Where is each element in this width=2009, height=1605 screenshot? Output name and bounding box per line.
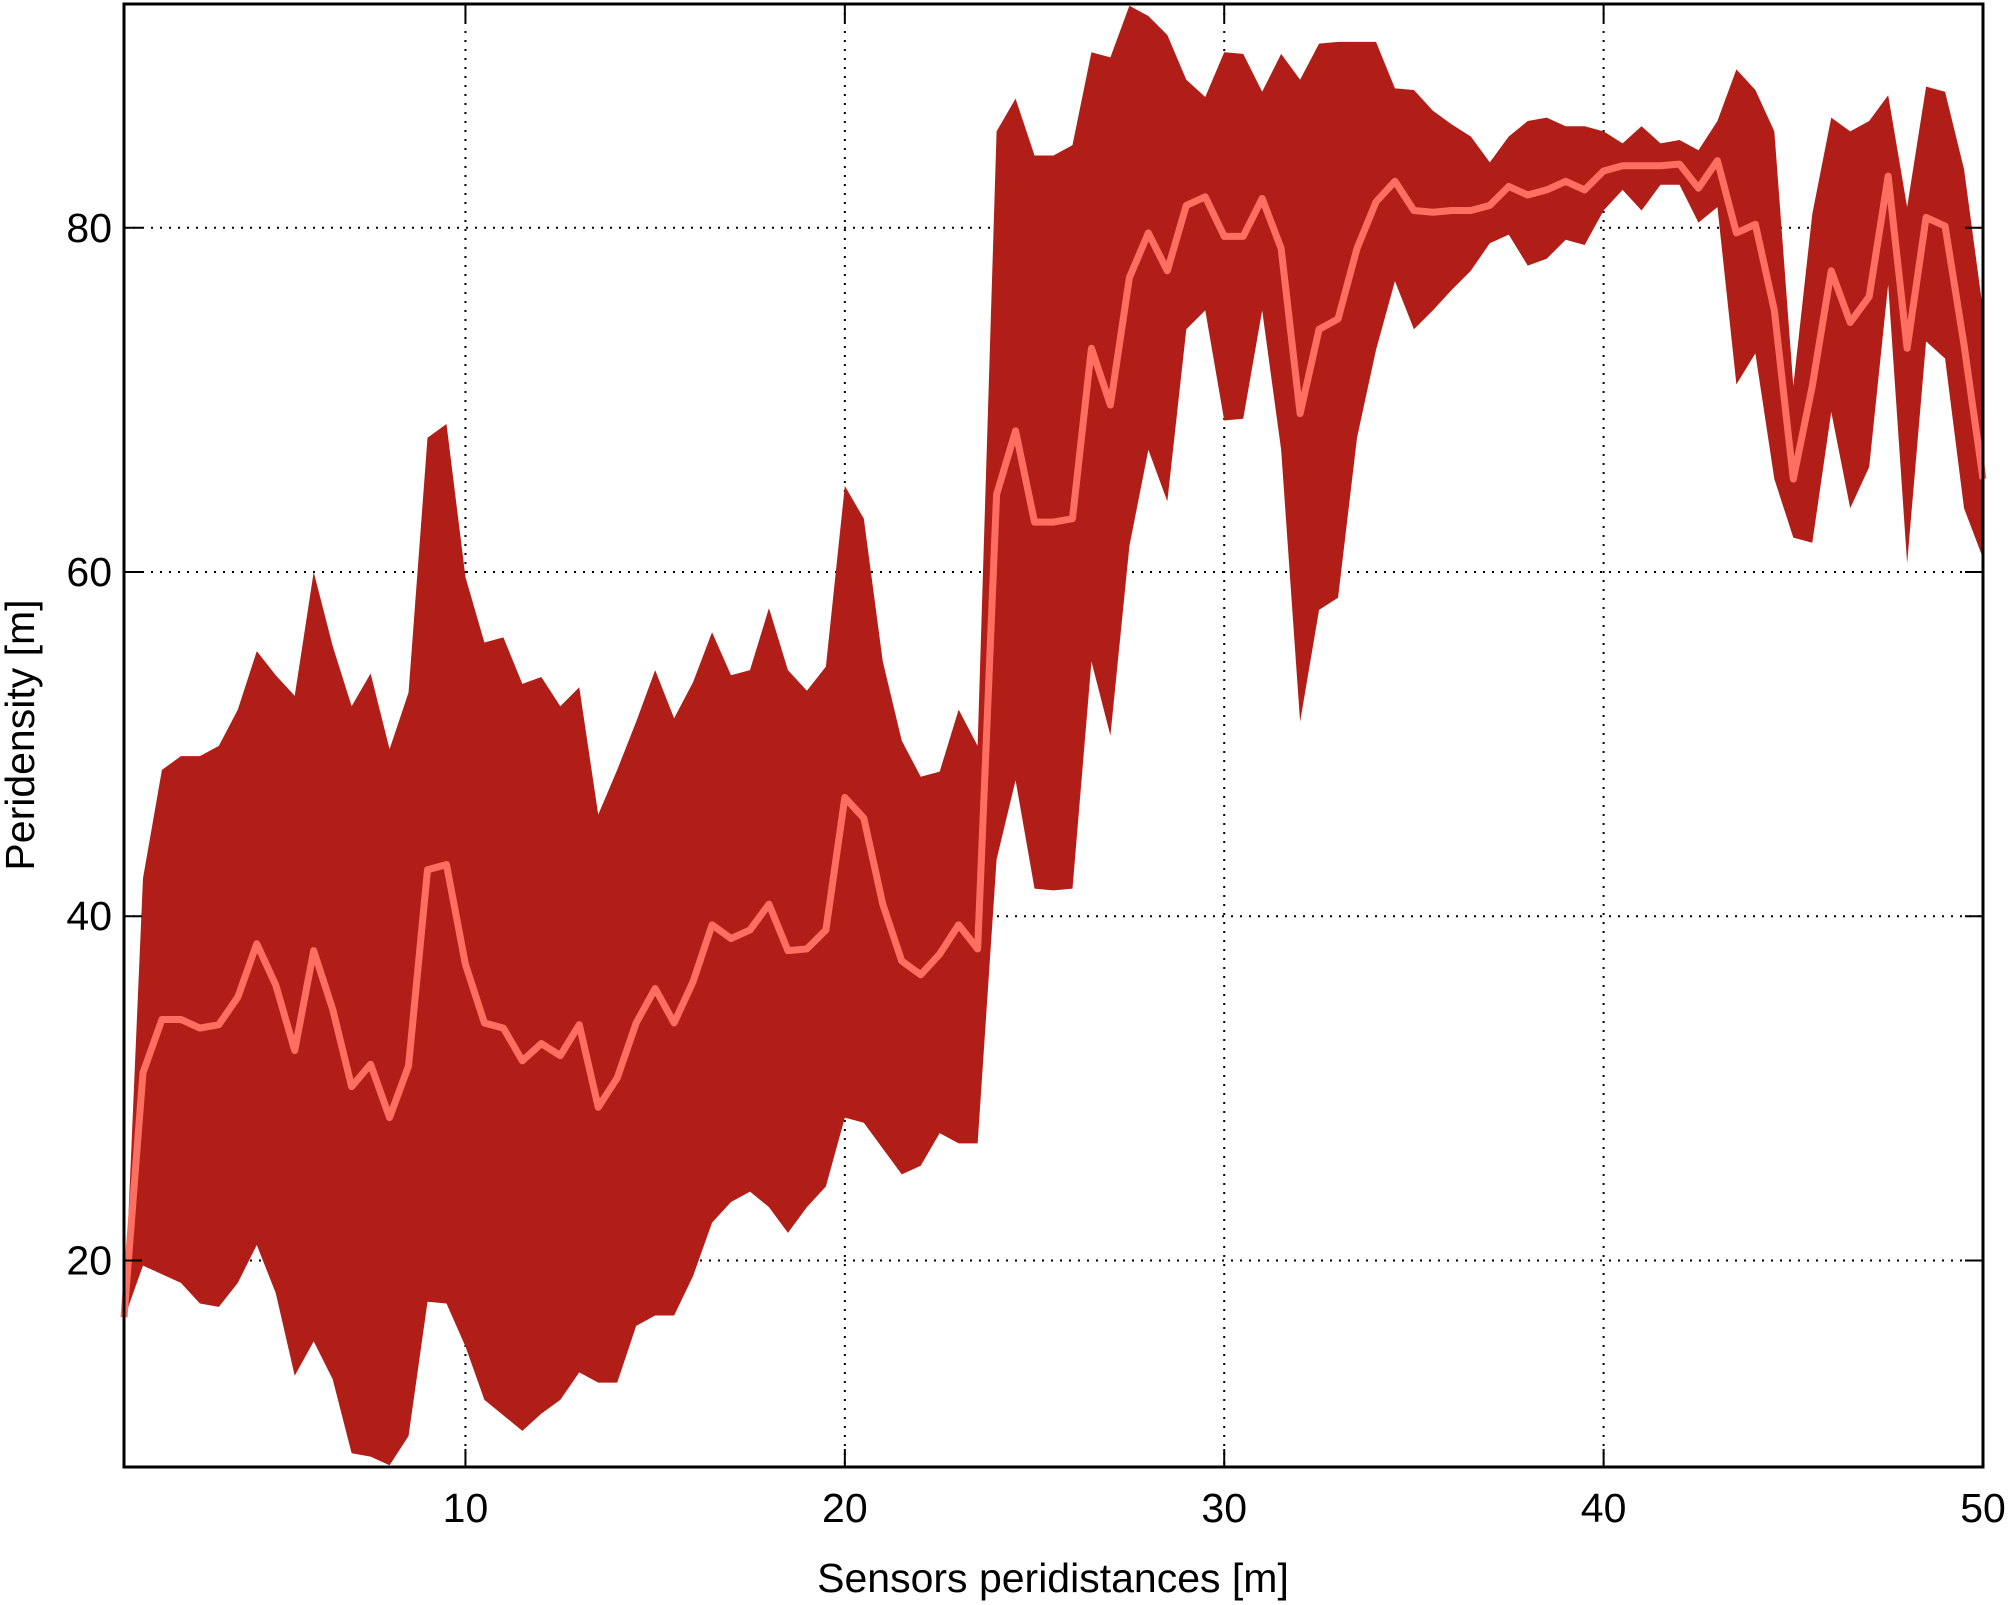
plot-frame [122,2,1985,1469]
band [124,5,1983,1466]
x-tick-label: 20 [822,1485,868,1531]
y-tick-label: 40 [66,893,112,939]
y-axis-label: Peridensity [m] [0,599,43,870]
x-tick-label: 50 [1960,1485,2006,1531]
x-tick-label: 10 [443,1485,489,1531]
y-tick-label: 60 [66,549,112,595]
y-tick-label: 20 [66,1237,112,1283]
x-tick-label: 30 [1201,1485,1247,1531]
line [120,157,1987,1318]
x-axis-label: Sensors peridistances [m] [817,1555,1289,1601]
y-tick-label: 80 [66,205,112,251]
x-tick-label: 40 [1581,1485,1627,1531]
